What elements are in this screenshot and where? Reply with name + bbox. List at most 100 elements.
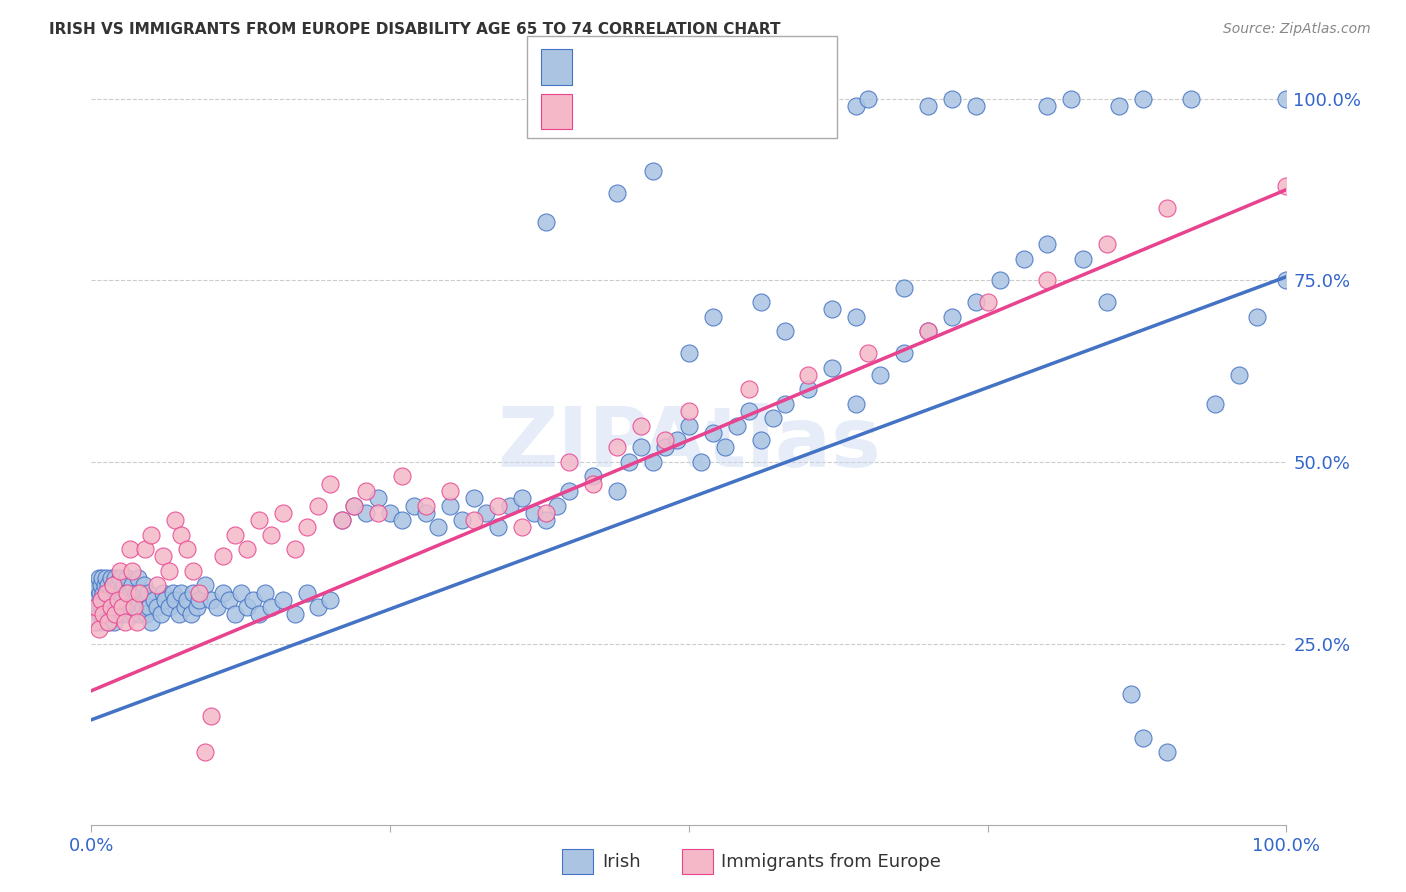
Point <box>307 600 329 615</box>
Point <box>91 600 114 615</box>
Text: 59: 59 <box>717 98 748 116</box>
Point <box>84 578 107 592</box>
Point <box>678 418 700 433</box>
Point <box>101 578 124 592</box>
Text: R =: R = <box>581 98 620 116</box>
Point <box>152 585 174 599</box>
Point <box>115 593 138 607</box>
Point <box>211 549 233 564</box>
Point <box>170 527 193 541</box>
Point <box>1132 92 1154 106</box>
Point <box>107 593 129 607</box>
Point <box>128 585 150 599</box>
Point <box>917 324 939 338</box>
Point <box>200 593 222 607</box>
Point <box>354 506 377 520</box>
Point <box>797 99 820 113</box>
Point <box>737 404 759 418</box>
Point <box>689 455 711 469</box>
Point <box>1180 92 1202 106</box>
Point <box>1227 368 1250 382</box>
Point <box>170 585 193 599</box>
Point <box>142 593 165 607</box>
Point <box>1132 731 1154 745</box>
Point <box>108 593 131 607</box>
Point <box>110 585 132 599</box>
Point <box>94 571 117 585</box>
Point <box>107 585 129 599</box>
Point <box>110 607 132 622</box>
Point <box>259 527 281 541</box>
Point <box>94 585 117 599</box>
Point <box>378 506 402 520</box>
Point <box>641 164 664 178</box>
Point <box>117 607 139 622</box>
Text: R =: R = <box>581 52 620 70</box>
Point <box>94 600 117 615</box>
Text: Irish: Irish <box>602 853 640 871</box>
Point <box>157 564 180 578</box>
Point <box>114 600 136 615</box>
Point <box>121 564 143 578</box>
Point <box>176 542 198 557</box>
Point <box>247 513 270 527</box>
Point <box>725 418 748 433</box>
Point <box>474 506 498 520</box>
Point <box>845 310 868 324</box>
Point <box>582 469 605 483</box>
Point <box>463 491 485 506</box>
Point <box>121 578 143 592</box>
Point <box>132 600 155 615</box>
Point <box>510 491 533 506</box>
Point <box>749 295 772 310</box>
Point <box>821 302 844 317</box>
Point <box>108 564 131 578</box>
Text: 0.644: 0.644 <box>616 52 672 70</box>
Point <box>284 607 307 622</box>
Point <box>343 499 366 513</box>
Point <box>149 607 172 622</box>
Point <box>845 397 868 411</box>
Point <box>271 593 294 607</box>
Point <box>146 600 169 615</box>
Point <box>893 346 915 360</box>
Point <box>1097 237 1119 252</box>
Point <box>354 483 377 498</box>
Point <box>124 600 146 615</box>
Point <box>104 571 127 585</box>
Point <box>157 600 180 615</box>
Point <box>1036 99 1059 113</box>
Point <box>200 709 222 723</box>
Point <box>654 433 676 447</box>
Point <box>1204 397 1226 411</box>
Point <box>689 99 711 113</box>
Point <box>253 585 276 599</box>
Point <box>105 607 128 622</box>
Point <box>247 607 270 622</box>
Point <box>98 615 121 629</box>
Point <box>89 585 111 599</box>
Point <box>100 607 122 622</box>
Point <box>163 593 186 607</box>
Point <box>654 441 676 455</box>
Point <box>84 600 107 615</box>
Point <box>547 499 569 513</box>
Point <box>90 578 112 592</box>
Point <box>181 564 204 578</box>
Point <box>115 571 138 585</box>
Point <box>218 593 240 607</box>
Point <box>702 310 724 324</box>
Point <box>194 746 217 760</box>
Point <box>125 600 148 615</box>
Point <box>186 600 208 615</box>
Point <box>534 215 557 229</box>
Point <box>486 499 509 513</box>
Text: N =: N = <box>682 52 721 70</box>
Point <box>1036 273 1059 287</box>
Point <box>761 411 783 425</box>
Point <box>988 273 1011 287</box>
Point <box>120 600 142 615</box>
Point <box>91 571 114 585</box>
Point <box>965 295 987 310</box>
Point <box>534 506 557 520</box>
